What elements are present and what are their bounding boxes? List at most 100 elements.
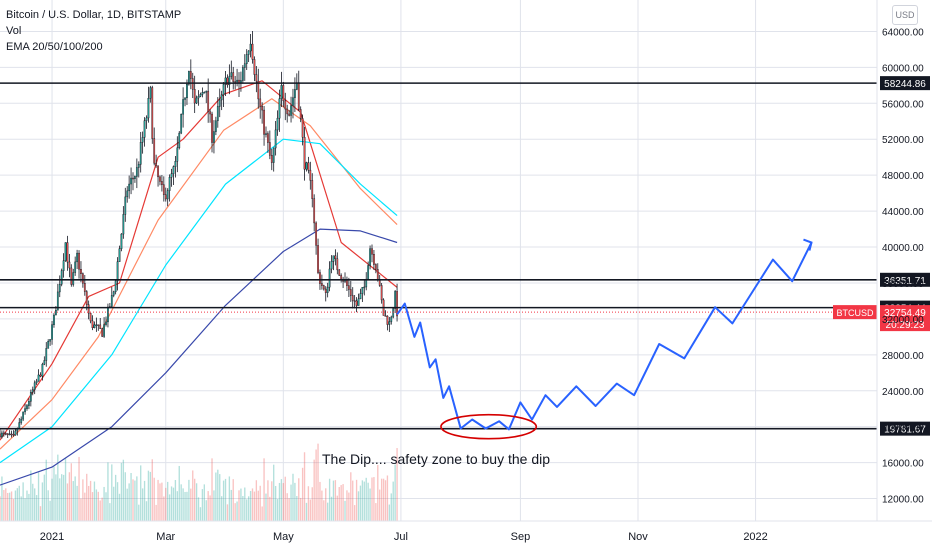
volume-bar [348, 492, 350, 521]
volume-bar [8, 492, 11, 521]
currency-button[interactable]: USD [892, 5, 918, 25]
volume-bar [95, 489, 98, 521]
projection-drawing[interactable] [396, 238, 813, 440]
volume-bar [386, 475, 389, 521]
candle-body [176, 147, 179, 162]
candle-body [334, 255, 337, 260]
candle-body [205, 90, 208, 93]
volume-bars [0, 443, 398, 521]
candle-body [87, 304, 90, 314]
volume-bar [355, 479, 358, 521]
volume-bar [273, 464, 275, 521]
candle-body [120, 233, 123, 249]
candle-body [317, 245, 319, 273]
volume-bar [334, 480, 337, 521]
volume-bar [132, 479, 134, 521]
price-axis[interactable]: 12000.00 16000.00 20000.00 24000.00 28000.00… [876, 0, 924, 521]
dip-annotation[interactable]: The Dip.... safety zone to buy the dip [322, 451, 550, 467]
volume-bar [84, 492, 86, 521]
price-tick-label: 44000.00 [882, 207, 924, 218]
volume-bar [124, 472, 126, 521]
volume-bar [305, 502, 308, 521]
candle-body [247, 50, 250, 55]
candle-body [135, 167, 138, 177]
candle-body [74, 261, 77, 273]
price-tick-label: 12000.00 [882, 495, 924, 506]
legend-symbol[interactable]: Bitcoin / U.S. Dollar, 1D, BITSTAMP [6, 9, 182, 21]
volume-bar [213, 490, 215, 521]
candle-body [267, 133, 269, 143]
candle-body [265, 133, 267, 135]
candle-body [294, 89, 296, 98]
legend-ema[interactable]: EMA 20/50/100/200 [6, 41, 103, 53]
volume-bar [24, 498, 26, 521]
projection-arrowhead [803, 238, 813, 251]
volume-bar [151, 459, 153, 521]
candle-body [124, 196, 127, 215]
candle-body [49, 339, 51, 342]
volume-bar [201, 489, 204, 521]
candle-body [8, 433, 11, 436]
price-tick-label: 16000.00 [882, 459, 924, 470]
time-axis[interactable]: 2021 Mar May Jul Sep Nov 2022 [0, 520, 932, 543]
volume-bar [276, 499, 279, 521]
candle-body [309, 169, 312, 181]
volume-bar [138, 504, 140, 521]
volume-bar [263, 458, 265, 521]
volume-bar [120, 462, 123, 521]
candle-body [369, 248, 371, 266]
candle-body [58, 284, 61, 293]
volume-bar [74, 476, 76, 521]
candle-body [315, 222, 317, 246]
candle-body [56, 291, 59, 311]
candle-body [2, 432, 5, 435]
candle-body [280, 85, 283, 99]
volume-bar [76, 485, 78, 521]
candle-body [105, 321, 107, 325]
candle-body [319, 272, 321, 284]
volume-bar [317, 443, 319, 521]
volume-bar [232, 479, 234, 521]
symbol-tag: BTCUSD [836, 308, 874, 318]
candle-body [322, 285, 325, 290]
volume-bar [278, 482, 281, 521]
time-tick-label: May [273, 531, 294, 543]
volume-bar [259, 485, 261, 521]
candle-body [349, 289, 352, 296]
volume-bar [149, 471, 152, 521]
volume-bar [209, 495, 211, 521]
volume-bar [103, 486, 105, 521]
volume-bar [282, 483, 285, 521]
candle-body [130, 177, 132, 185]
volume-bar [371, 477, 373, 521]
candle-body [340, 275, 343, 280]
volume-bar [269, 496, 271, 521]
level-label-bg [880, 421, 930, 436]
volume-bar [215, 472, 217, 521]
volume-bar [78, 456, 80, 521]
candle-body [107, 306, 109, 323]
candle-body [361, 287, 364, 294]
horizontal-levels[interactable]: 58244.8636351.7133254.4419781.67BTCUSD32… [0, 76, 930, 436]
volume-bar [363, 481, 365, 521]
volume-bar [226, 504, 229, 521]
candle-body [376, 269, 379, 281]
price-tag-countdown: 20:29:23 [886, 320, 925, 331]
volume-bar [247, 496, 250, 521]
candle-body [222, 84, 225, 96]
legend-volume[interactable]: Vol [6, 25, 22, 37]
volume-bar [7, 492, 9, 521]
price-tick-label: 48000.00 [882, 171, 924, 182]
volume-bar [311, 487, 313, 521]
volume-bar [292, 473, 294, 521]
candle-body [216, 106, 219, 122]
candle-body [367, 265, 370, 280]
volume-bar [222, 480, 225, 521]
time-tick-label: Sep [511, 531, 531, 543]
candle-body [230, 72, 233, 77]
candle-body [288, 113, 290, 116]
candle-body [162, 184, 165, 195]
volume-bar [238, 490, 240, 521]
volume-bar [128, 483, 130, 521]
